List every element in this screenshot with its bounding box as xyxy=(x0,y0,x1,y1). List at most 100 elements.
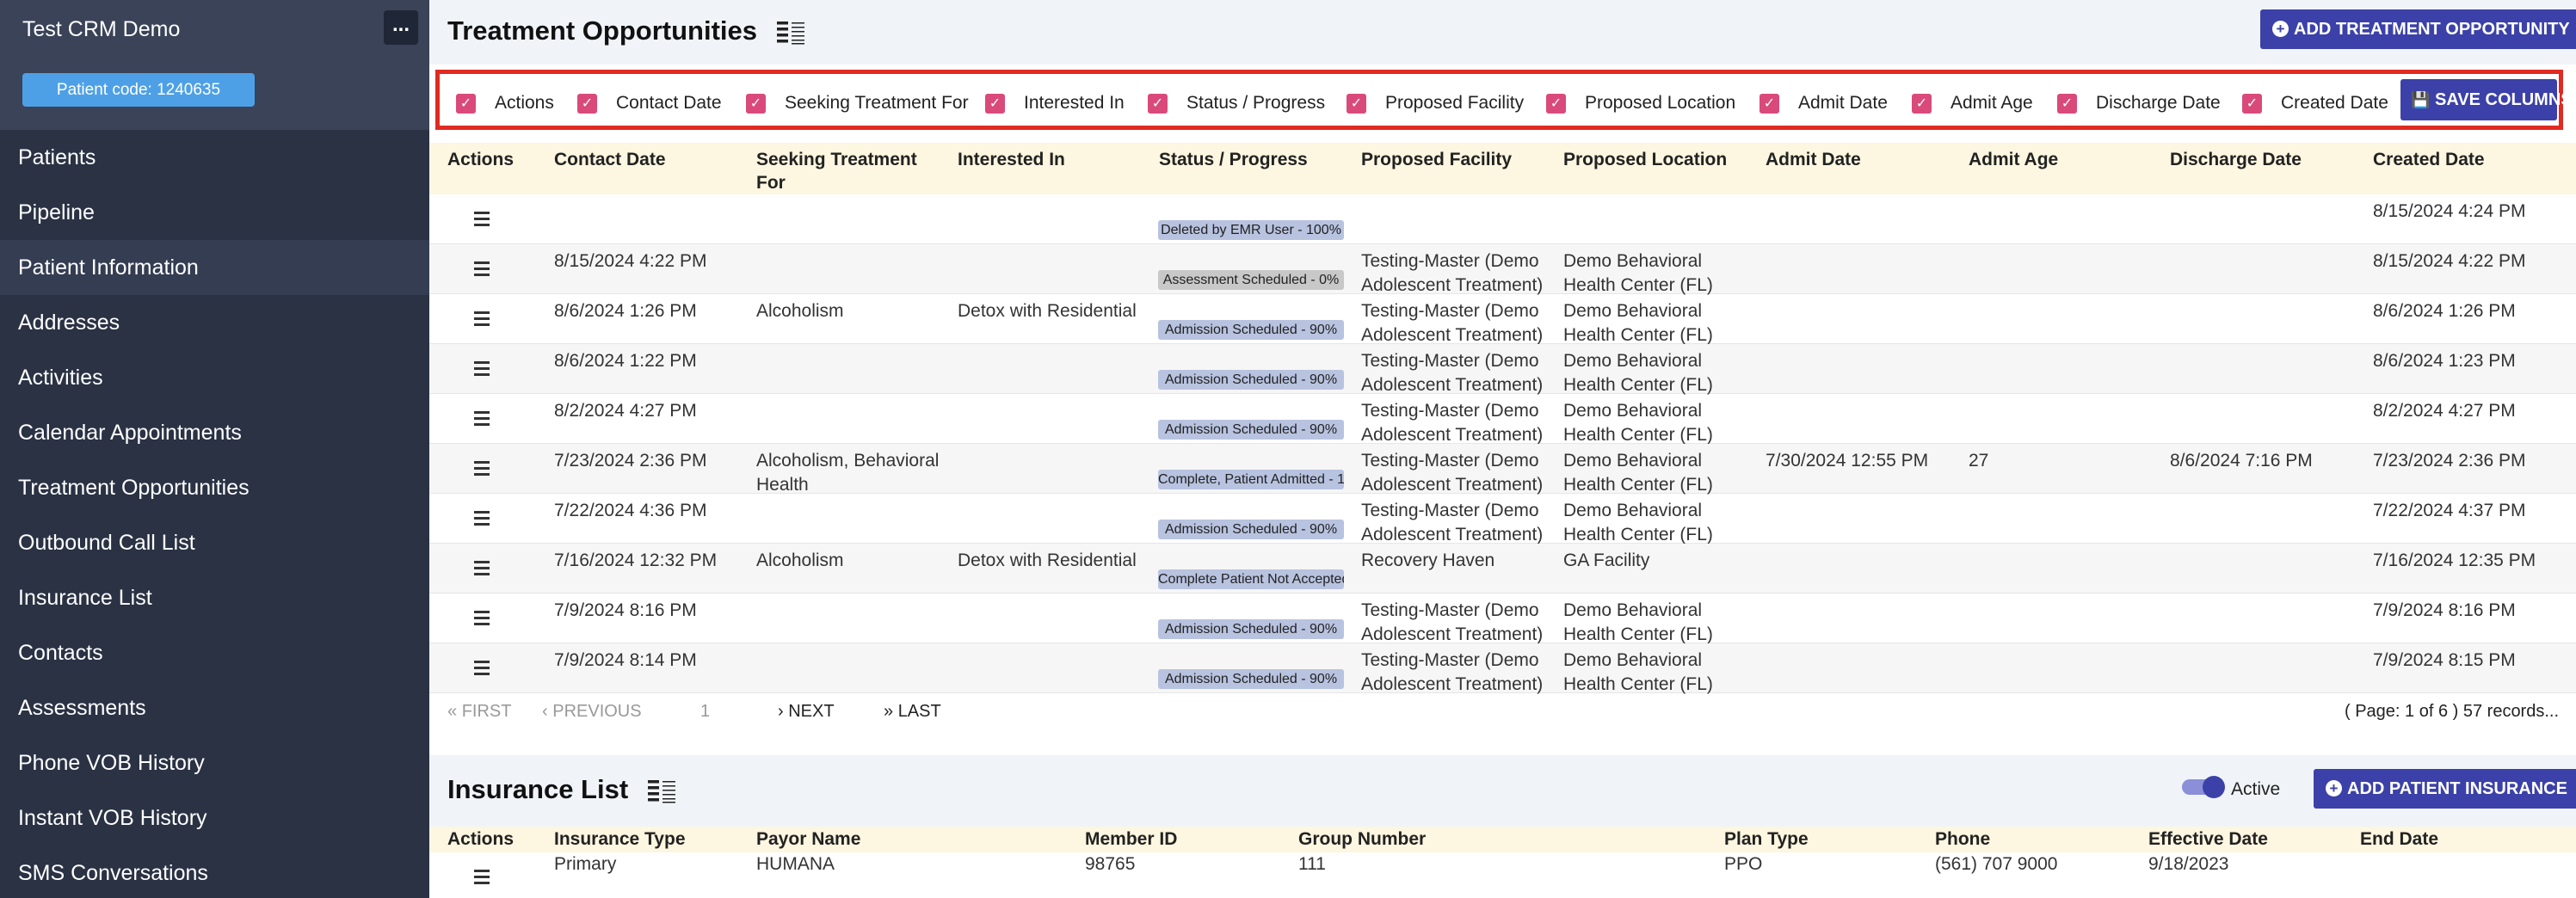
save-columns-button[interactable]: 💾 SAVE COLUMNS xyxy=(2400,79,2573,120)
ins-header-end[interactable]: End Date xyxy=(2360,829,2439,849)
column-toggle-admit-age[interactable]: ✓ Admit Age xyxy=(1912,93,2033,115)
row-menu-icon[interactable] xyxy=(474,561,490,579)
header-discharge-date[interactable]: Discharge Date xyxy=(2170,150,2302,169)
chevron-left-icon: ‹ xyxy=(542,702,548,721)
sidebar-item-instant-vob-history[interactable]: Instant VOB History xyxy=(18,806,207,830)
column-toggle-discharge-date[interactable]: ✓ Discharge Date xyxy=(2057,93,2221,115)
pager-previous-button[interactable]: ‹ PREVIOUS xyxy=(542,702,642,722)
header-admit-age[interactable]: Admit Age xyxy=(1969,150,2059,169)
pager-current-page[interactable]: 1 xyxy=(700,702,711,721)
column-toggle-created-date[interactable]: ✓ Created Date xyxy=(2242,93,2388,115)
row-menu-icon[interactable] xyxy=(474,361,490,379)
checkbox-checked-icon[interactable]: ✓ xyxy=(577,93,597,114)
column-toggle-interested-in[interactable]: ✓ Interested In xyxy=(985,93,1125,115)
cell-insurance-type: Primary xyxy=(554,854,617,874)
header-actions[interactable]: Actions xyxy=(447,150,515,169)
sidebar-item-addresses[interactable]: Addresses xyxy=(18,311,120,335)
table-row[interactable]: 8/2/2024 4:27 PM Admission Scheduled - 90… xyxy=(429,394,2576,445)
ins-header-type[interactable]: Insurance Type xyxy=(554,829,686,849)
table-row[interactable]: 7/16/2024 12:32 PM Alcoholism Detox with R… xyxy=(429,544,2576,594)
cell-proposed-location-line2: Health Center (FL) xyxy=(1563,375,1713,395)
row-menu-icon[interactable] xyxy=(474,212,490,230)
header-proposed-facility[interactable]: Proposed Facility xyxy=(1361,150,1513,169)
sidebar-item-outbound-call-list[interactable]: Outbound Call List xyxy=(18,531,195,555)
checkbox-checked-icon[interactable]: ✓ xyxy=(456,93,476,114)
pager-first-label: FIRST xyxy=(461,702,512,721)
column-toggle-seeking-treatment[interactable]: ✓ Seeking Treatment For xyxy=(746,93,969,115)
sidebar-item-contacts[interactable]: Contacts xyxy=(18,641,103,665)
header-created-date[interactable]: Created Date xyxy=(2373,150,2485,169)
pager-next-button[interactable]: › NEXT xyxy=(778,702,835,722)
ins-header-payor[interactable]: Payor Name xyxy=(756,829,861,849)
column-toggle-label: Admit Date xyxy=(1798,93,1888,113)
header-interested-in[interactable]: Interested In xyxy=(958,150,1065,169)
checkbox-checked-icon[interactable]: ✓ xyxy=(1148,93,1168,114)
sidebar-item-sms-conversations[interactable]: SMS Conversations xyxy=(18,861,208,885)
checkbox-checked-icon[interactable]: ✓ xyxy=(746,93,766,114)
app-title: Test CRM Demo xyxy=(22,17,181,41)
table-row[interactable]: 8/6/2024 1:26 PM Alcoholism Detox with Res… xyxy=(429,294,2576,345)
column-toggle-admit-date[interactable]: ✓ Admit Date xyxy=(1759,93,1888,115)
column-toggle-status[interactable]: ✓ Status / Progress xyxy=(1148,93,1325,115)
table-row[interactable]: 8/6/2024 1:22 PM Admission Scheduled - 90… xyxy=(429,344,2576,395)
table-row[interactable]: 8/15/2024 4:22 PM Assessment Scheduled - … xyxy=(429,244,2576,295)
cell-proposed-location: Demo Behavioral Health Center (FL) xyxy=(1563,649,1713,697)
add-treatment-opportunity-button[interactable]: + ADD TREATMENT OPPORTUNITY xyxy=(2260,9,2576,49)
checkbox-checked-icon[interactable]: ✓ xyxy=(2242,93,2262,114)
sidebar-item-assessments[interactable]: Assessments xyxy=(18,696,146,720)
column-toggle-contact-date[interactable]: ✓ Contact Date xyxy=(577,93,722,115)
checkbox-checked-icon[interactable]: ✓ xyxy=(1546,93,1566,114)
ins-header-group[interactable]: Group Number xyxy=(1298,829,1427,849)
checkbox-checked-icon[interactable]: ✓ xyxy=(985,93,1005,114)
row-menu-icon[interactable] xyxy=(474,870,490,888)
cell-proposed-location-line2: Health Center (FL) xyxy=(1563,624,1713,644)
checkbox-checked-icon[interactable]: ✓ xyxy=(1759,93,1779,114)
table-row[interactable]: 7/9/2024 8:14 PM Admission Scheduled - 90… xyxy=(429,643,2576,694)
sidebar-item-patients[interactable]: Patients xyxy=(18,145,96,169)
column-toggle-label: Created Date xyxy=(2281,93,2388,113)
row-menu-icon[interactable] xyxy=(474,311,490,329)
pager-first-button[interactable]: « FIRST xyxy=(447,702,511,722)
header-admit-date[interactable]: Admit Date xyxy=(1766,150,1861,169)
ins-header-effective[interactable]: Effective Date xyxy=(2148,829,2268,849)
header-seeking-treatment[interactable]: Seeking Treatment For xyxy=(756,148,917,194)
row-menu-icon[interactable] xyxy=(474,511,490,529)
ins-header-phone[interactable]: Phone xyxy=(1935,829,1991,849)
row-menu-icon[interactable] xyxy=(474,611,490,629)
row-menu-icon[interactable] xyxy=(474,411,490,429)
row-menu-icon[interactable] xyxy=(474,661,490,679)
patient-code-badge[interactable]: Patient code: 1240635 xyxy=(22,73,255,107)
column-toggle-proposed-location[interactable]: ✓ Proposed Location xyxy=(1546,93,1735,115)
table-row[interactable]: 7/23/2024 2:36 PM Alcoholism, Behavioral H… xyxy=(429,444,2576,495)
row-menu-icon[interactable] xyxy=(474,261,490,280)
sidebar-item-pipeline[interactable]: Pipeline xyxy=(18,200,95,224)
header-proposed-location[interactable]: Proposed Location xyxy=(1563,150,1728,169)
more-options-button[interactable]: ... xyxy=(384,10,418,45)
table-row[interactable]: 7/22/2024 4:36 PM Admission Scheduled - 9… xyxy=(429,494,2576,544)
active-toggle[interactable] xyxy=(2182,776,2225,798)
row-menu-icon[interactable] xyxy=(474,461,490,479)
column-toggle-proposed-facility[interactable]: ✓ Proposed Facility xyxy=(1347,93,1524,115)
column-list-icon[interactable] xyxy=(647,778,675,804)
sidebar-item-phone-vob-history[interactable]: Phone VOB History xyxy=(18,751,205,775)
table-row[interactable]: Primary HUMANA 98765 111 PPO (561) 707 9… xyxy=(429,852,2576,898)
header-contact-date[interactable]: Contact Date xyxy=(554,150,666,169)
sidebar-item-calendar-appointments[interactable]: Calendar Appointments xyxy=(18,421,242,445)
table-row[interactable]: 7/9/2024 8:16 PM Admission Scheduled - 90… xyxy=(429,594,2576,644)
pager-last-button[interactable]: » LAST xyxy=(884,702,941,722)
checkbox-checked-icon[interactable]: ✓ xyxy=(2057,93,2077,114)
checkbox-checked-icon[interactable]: ✓ xyxy=(1347,93,1366,114)
sidebar-item-activities[interactable]: Activities xyxy=(18,366,103,390)
sidebar-item-treatment-opportunities[interactable]: Treatment Opportunities xyxy=(18,476,250,500)
table-row[interactable]: Deleted by EMR User - 100% 8/15/2024 4:24… xyxy=(429,194,2576,244)
sidebar-item-patient-information[interactable]: Patient Information xyxy=(0,240,429,295)
ins-header-member[interactable]: Member ID xyxy=(1085,829,1178,849)
column-toggle-actions[interactable]: ✓ Actions xyxy=(456,93,554,115)
header-status[interactable]: Status / Progress xyxy=(1159,150,1308,169)
checkbox-checked-icon[interactable]: ✓ xyxy=(1912,93,1932,114)
ins-header-actions[interactable]: Actions xyxy=(447,829,515,849)
ins-header-plan[interactable]: Plan Type xyxy=(1724,829,1809,849)
add-patient-insurance-button[interactable]: + ADD PATIENT INSURANCE xyxy=(2314,769,2576,809)
sidebar-item-insurance-list[interactable]: Insurance List xyxy=(18,586,152,610)
column-list-icon[interactable] xyxy=(776,20,804,46)
